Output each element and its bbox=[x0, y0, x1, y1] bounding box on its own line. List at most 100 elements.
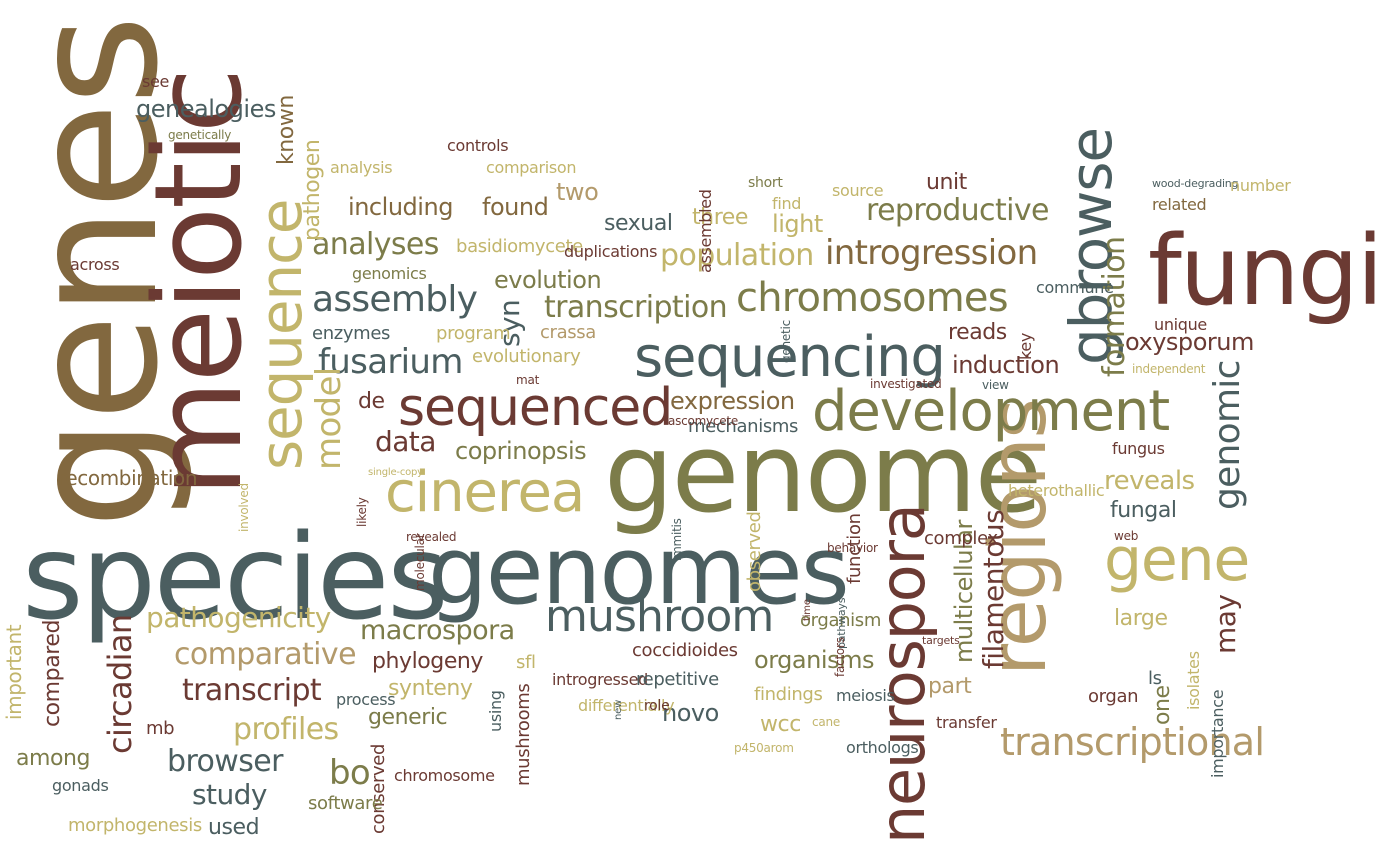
word: one bbox=[1150, 685, 1175, 725]
word: p450arom bbox=[734, 741, 794, 755]
word: evolutionary bbox=[472, 346, 581, 367]
word: transfer bbox=[936, 713, 997, 732]
word: gonads bbox=[52, 776, 109, 795]
word: circadian bbox=[101, 614, 139, 754]
word: likely bbox=[355, 497, 369, 527]
word: comparison bbox=[486, 158, 577, 177]
word: transcriptional bbox=[1000, 720, 1265, 764]
word: assembly bbox=[312, 279, 478, 320]
word: conserved bbox=[368, 743, 389, 834]
word: mushroom bbox=[545, 591, 774, 642]
word: development bbox=[812, 379, 1170, 444]
word: synteny bbox=[388, 676, 473, 701]
word: mushrooms bbox=[513, 683, 534, 786]
word: macrospora bbox=[360, 615, 515, 646]
word: software bbox=[308, 793, 383, 814]
word: species bbox=[22, 508, 449, 646]
word: mat bbox=[516, 373, 540, 387]
word: immitis bbox=[670, 518, 684, 561]
word: unique bbox=[1154, 315, 1207, 334]
word: single-copy bbox=[368, 467, 423, 478]
word: organism bbox=[800, 610, 881, 631]
word: repetitive bbox=[636, 669, 719, 690]
word: complex bbox=[924, 528, 998, 549]
word: profiles bbox=[233, 712, 339, 747]
word: found bbox=[482, 193, 549, 221]
word: findings bbox=[754, 684, 823, 705]
word: three bbox=[692, 205, 749, 230]
word: factors bbox=[833, 637, 847, 677]
word: novo bbox=[662, 699, 719, 727]
word: related bbox=[1152, 195, 1207, 214]
word: large bbox=[1114, 606, 1168, 631]
word: induction bbox=[952, 351, 1060, 379]
word: role bbox=[644, 698, 670, 714]
word: process bbox=[336, 690, 396, 709]
word: source bbox=[832, 181, 884, 200]
word: chromosomes bbox=[736, 275, 1009, 321]
word: time bbox=[802, 599, 813, 621]
word: assembled bbox=[696, 189, 715, 273]
word: neurospora bbox=[866, 504, 939, 844]
word: fungus bbox=[1112, 439, 1165, 458]
word: basidiomycete bbox=[456, 236, 583, 257]
word: ls bbox=[1148, 668, 1162, 689]
word: number bbox=[1230, 176, 1291, 195]
word: transcript bbox=[182, 673, 322, 708]
word: two bbox=[556, 178, 599, 206]
word: including bbox=[348, 193, 453, 221]
word: revealed bbox=[406, 530, 457, 544]
word: genomic bbox=[1207, 360, 1248, 510]
word: evolution bbox=[494, 266, 602, 294]
word: unit bbox=[926, 170, 967, 195]
word: reads bbox=[948, 320, 1007, 345]
word: coccidioides bbox=[632, 640, 738, 661]
word: used bbox=[208, 815, 260, 840]
word: genetically bbox=[168, 128, 232, 142]
word: pathogen bbox=[300, 139, 325, 241]
word: wcc bbox=[760, 712, 801, 737]
word: crassa bbox=[540, 322, 596, 343]
word: de bbox=[358, 389, 385, 414]
word: important bbox=[2, 624, 26, 720]
word: across bbox=[70, 255, 120, 274]
word: light bbox=[772, 210, 823, 238]
word: genomes bbox=[428, 517, 850, 626]
word: may bbox=[1209, 594, 1242, 654]
word: study bbox=[192, 778, 267, 811]
word: using bbox=[486, 690, 505, 732]
word: fungi bbox=[1148, 215, 1379, 327]
word: find bbox=[772, 194, 802, 213]
word: coprinopsis bbox=[455, 437, 587, 465]
word: fungal bbox=[1110, 498, 1177, 523]
word: oxysporum bbox=[1125, 328, 1254, 356]
word: chromosome bbox=[394, 766, 495, 785]
word: morphogenesis bbox=[68, 815, 202, 836]
word: phylogeny bbox=[372, 649, 484, 674]
word: analysis bbox=[330, 158, 393, 177]
word: sexual bbox=[604, 211, 673, 236]
word: pathogenicity bbox=[146, 601, 331, 634]
word: program bbox=[436, 323, 511, 344]
word: cinerea bbox=[385, 460, 585, 525]
word: analyses bbox=[312, 227, 439, 262]
word: genomics bbox=[352, 264, 427, 283]
word: differentially bbox=[578, 696, 675, 715]
word: wood-degrading bbox=[1152, 177, 1239, 190]
word: model bbox=[309, 367, 349, 470]
word: population bbox=[660, 238, 814, 273]
word: reveals bbox=[1104, 466, 1195, 496]
word: genealogies bbox=[136, 95, 276, 123]
word: web bbox=[1114, 529, 1139, 543]
word: duplications bbox=[564, 242, 658, 261]
word: meiosis bbox=[836, 686, 895, 705]
word: investigated bbox=[870, 377, 942, 391]
word: behavior bbox=[827, 541, 878, 555]
word: heterothallic bbox=[1008, 481, 1105, 500]
word: involved bbox=[237, 483, 251, 532]
word: commune bbox=[1036, 278, 1114, 297]
word: see bbox=[142, 72, 170, 91]
word: genome bbox=[604, 409, 1042, 537]
word: expression bbox=[670, 387, 795, 415]
